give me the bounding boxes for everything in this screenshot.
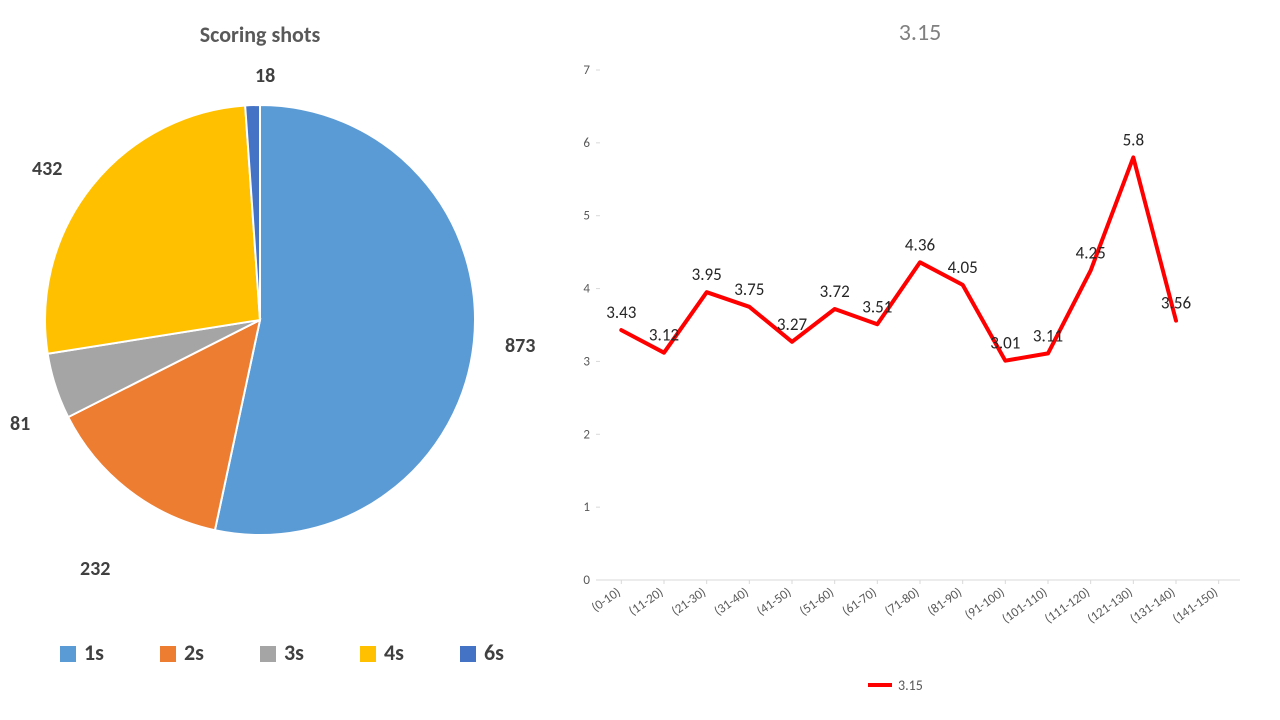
line-point-label: 5.8 [1123, 129, 1145, 150]
pie-legend-label: 4s [384, 639, 404, 666]
pie-legend-label: 6s [484, 639, 504, 666]
pie-legend-marker [360, 646, 376, 662]
x-tick-label: (131-140) [1128, 585, 1179, 627]
y-tick-label: 0 [583, 573, 590, 588]
x-tick-label: (141-150) [1170, 585, 1221, 627]
line-point-label: 3.27 [777, 314, 808, 335]
pie-value-label: 81 [10, 412, 30, 436]
line-point-label: 3.43 [606, 302, 636, 323]
line-title: 3.15 [899, 18, 942, 47]
line-point-label: 4.25 [1076, 242, 1106, 263]
pie-value-label: 18 [255, 64, 275, 88]
pie-value-label: 232 [80, 557, 110, 581]
line-point-label: 3.12 [649, 325, 679, 346]
charts-svg: Scoring shots87323281432181s2s3s4s6s3.15… [0, 0, 1280, 720]
line-point-label: 3.51 [862, 296, 892, 317]
pie-legend-marker [60, 646, 76, 662]
line-legend-label: 3.15 [898, 677, 923, 694]
line-point-label: 4.05 [948, 257, 978, 278]
y-tick-label: 7 [583, 63, 590, 78]
x-tick-label: (11-20) [626, 585, 666, 619]
line-point-label: 3.56 [1161, 293, 1192, 314]
x-tick-label: (0-10) [589, 585, 624, 615]
pie-legend-label: 3s [284, 639, 304, 666]
y-tick-label: 4 [583, 282, 590, 297]
x-tick-label: (61-70) [840, 585, 880, 619]
line-point-label: 3.11 [1033, 325, 1063, 346]
pie-value-label: 873 [505, 334, 535, 358]
y-tick-label: 6 [583, 136, 590, 151]
pie-slice-4s [45, 106, 260, 354]
pie-legend-marker [160, 646, 176, 662]
line-point-label: 3.01 [990, 333, 1020, 354]
pie-legend-marker [460, 646, 476, 662]
y-tick-label: 2 [583, 427, 590, 442]
line-point-label: 3.95 [692, 264, 722, 285]
line-point-label: 4.36 [905, 234, 936, 255]
x-tick-label: (81-90) [925, 585, 965, 619]
pie-legend-label: 2s [184, 639, 204, 666]
x-tick-label: (51-60) [797, 585, 837, 619]
chart-stage: Scoring shots87323281432181s2s3s4s6s3.15… [0, 0, 1280, 720]
pie-title: Scoring shots [200, 21, 321, 48]
y-tick-label: 3 [583, 354, 590, 369]
y-tick-label: 5 [583, 209, 590, 224]
pie-value-label: 432 [32, 157, 62, 181]
pie-legend-marker [260, 646, 276, 662]
x-tick-label: (41-50) [754, 585, 794, 619]
x-tick-label: (31-40) [712, 585, 752, 619]
x-tick-label: (101-110) [1000, 585, 1051, 627]
x-tick-label: (111-120) [1042, 585, 1093, 627]
x-tick-label: (71-80) [882, 585, 922, 619]
line-point-label: 3.72 [820, 281, 850, 302]
line-point-label: 3.75 [734, 279, 764, 300]
x-tick-label: (21-30) [669, 585, 709, 619]
pie-legend-label: 1s [84, 639, 104, 666]
y-tick-label: 1 [583, 500, 590, 515]
x-tick-label: (121-130) [1085, 585, 1136, 627]
